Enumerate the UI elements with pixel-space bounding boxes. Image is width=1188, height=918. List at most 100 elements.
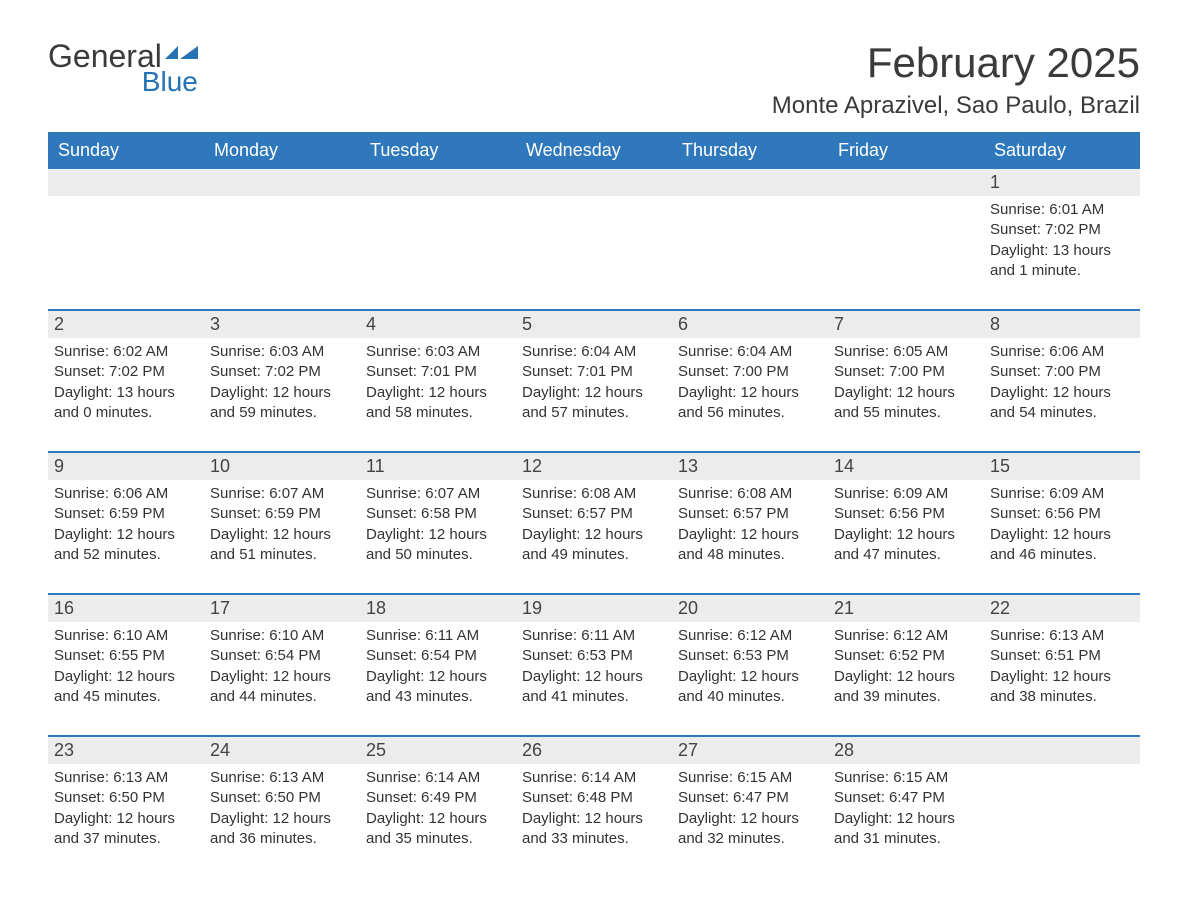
day-number: 23 bbox=[48, 737, 204, 764]
day-content: Sunrise: 6:03 AM Sunset: 7:01 PM Dayligh… bbox=[360, 338, 516, 437]
day-content-row: Sunrise: 6:06 AM Sunset: 6:59 PM Dayligh… bbox=[48, 480, 1140, 579]
day-content: Sunrise: 6:14 AM Sunset: 6:48 PM Dayligh… bbox=[516, 764, 672, 863]
week-row: 2345678Sunrise: 6:02 AM Sunset: 7:02 PM … bbox=[48, 309, 1140, 437]
day-number: 17 bbox=[204, 595, 360, 622]
day-number-row: 2345678 bbox=[48, 311, 1140, 338]
day-content: Sunrise: 6:10 AM Sunset: 6:54 PM Dayligh… bbox=[204, 622, 360, 721]
day-number bbox=[672, 169, 828, 196]
day-number bbox=[360, 169, 516, 196]
day-content: Sunrise: 6:12 AM Sunset: 6:52 PM Dayligh… bbox=[828, 622, 984, 721]
day-number: 11 bbox=[360, 453, 516, 480]
day-number: 3 bbox=[204, 311, 360, 338]
day-content bbox=[516, 196, 672, 295]
day-number bbox=[516, 169, 672, 196]
day-number: 5 bbox=[516, 311, 672, 338]
logo-text-blue: Blue bbox=[48, 68, 200, 96]
day-content: Sunrise: 6:07 AM Sunset: 6:58 PM Dayligh… bbox=[360, 480, 516, 579]
day-number: 9 bbox=[48, 453, 204, 480]
day-content: Sunrise: 6:08 AM Sunset: 6:57 PM Dayligh… bbox=[672, 480, 828, 579]
day-number: 22 bbox=[984, 595, 1140, 622]
day-number: 10 bbox=[204, 453, 360, 480]
day-content: Sunrise: 6:09 AM Sunset: 6:56 PM Dayligh… bbox=[984, 480, 1140, 579]
day-content: Sunrise: 6:13 AM Sunset: 6:51 PM Dayligh… bbox=[984, 622, 1140, 721]
day-number: 12 bbox=[516, 453, 672, 480]
day-content bbox=[360, 196, 516, 295]
day-number bbox=[984, 737, 1140, 764]
dow-sunday: Sunday bbox=[48, 132, 204, 169]
day-number: 20 bbox=[672, 595, 828, 622]
day-content: Sunrise: 6:04 AM Sunset: 7:00 PM Dayligh… bbox=[672, 338, 828, 437]
day-content: Sunrise: 6:05 AM Sunset: 7:00 PM Dayligh… bbox=[828, 338, 984, 437]
week-row: 16171819202122Sunrise: 6:10 AM Sunset: 6… bbox=[48, 593, 1140, 721]
day-content: Sunrise: 6:04 AM Sunset: 7:01 PM Dayligh… bbox=[516, 338, 672, 437]
day-content-row: Sunrise: 6:02 AM Sunset: 7:02 PM Dayligh… bbox=[48, 338, 1140, 437]
day-content: Sunrise: 6:08 AM Sunset: 6:57 PM Dayligh… bbox=[516, 480, 672, 579]
day-content: Sunrise: 6:03 AM Sunset: 7:02 PM Dayligh… bbox=[204, 338, 360, 437]
day-number: 16 bbox=[48, 595, 204, 622]
day-number: 1 bbox=[984, 169, 1140, 196]
week-row: 9101112131415Sunrise: 6:06 AM Sunset: 6:… bbox=[48, 451, 1140, 579]
dow-wednesday: Wednesday bbox=[516, 132, 672, 169]
logo: General Blue bbox=[48, 40, 200, 96]
day-number: 6 bbox=[672, 311, 828, 338]
dow-saturday: Saturday bbox=[984, 132, 1140, 169]
day-content bbox=[828, 196, 984, 295]
day-content: Sunrise: 6:12 AM Sunset: 6:53 PM Dayligh… bbox=[672, 622, 828, 721]
day-content: Sunrise: 6:11 AM Sunset: 6:54 PM Dayligh… bbox=[360, 622, 516, 721]
day-content: Sunrise: 6:09 AM Sunset: 6:56 PM Dayligh… bbox=[828, 480, 984, 579]
day-content bbox=[204, 196, 360, 295]
day-content: Sunrise: 6:06 AM Sunset: 7:00 PM Dayligh… bbox=[984, 338, 1140, 437]
day-number bbox=[48, 169, 204, 196]
day-number: 27 bbox=[672, 737, 828, 764]
week-row: 232425262728Sunrise: 6:13 AM Sunset: 6:5… bbox=[48, 735, 1140, 863]
day-content: Sunrise: 6:11 AM Sunset: 6:53 PM Dayligh… bbox=[516, 622, 672, 721]
day-number: 25 bbox=[360, 737, 516, 764]
week-row: 1Sunrise: 6:01 AM Sunset: 7:02 PM Daylig… bbox=[48, 169, 1140, 295]
day-number: 28 bbox=[828, 737, 984, 764]
weeks-container: 1Sunrise: 6:01 AM Sunset: 7:02 PM Daylig… bbox=[48, 169, 1140, 863]
day-content: Sunrise: 6:01 AM Sunset: 7:02 PM Dayligh… bbox=[984, 196, 1140, 295]
day-number: 21 bbox=[828, 595, 984, 622]
day-content: Sunrise: 6:02 AM Sunset: 7:02 PM Dayligh… bbox=[48, 338, 204, 437]
day-content: Sunrise: 6:14 AM Sunset: 6:49 PM Dayligh… bbox=[360, 764, 516, 863]
day-number: 13 bbox=[672, 453, 828, 480]
day-content: Sunrise: 6:07 AM Sunset: 6:59 PM Dayligh… bbox=[204, 480, 360, 579]
day-number: 4 bbox=[360, 311, 516, 338]
title-block: February 2025 Monte Aprazivel, Sao Paulo… bbox=[772, 40, 1140, 120]
day-number: 14 bbox=[828, 453, 984, 480]
dow-monday: Monday bbox=[204, 132, 360, 169]
dow-friday: Friday bbox=[828, 132, 984, 169]
day-content bbox=[48, 196, 204, 295]
day-number bbox=[828, 169, 984, 196]
location: Monte Aprazivel, Sao Paulo, Brazil bbox=[772, 92, 1140, 120]
day-content: Sunrise: 6:13 AM Sunset: 6:50 PM Dayligh… bbox=[204, 764, 360, 863]
header: General Blue February 2025 Monte Apraziv… bbox=[48, 40, 1140, 120]
day-content-row: Sunrise: 6:01 AM Sunset: 7:02 PM Dayligh… bbox=[48, 196, 1140, 295]
day-content: Sunrise: 6:15 AM Sunset: 6:47 PM Dayligh… bbox=[828, 764, 984, 863]
day-number-row: 9101112131415 bbox=[48, 453, 1140, 480]
day-content-row: Sunrise: 6:13 AM Sunset: 6:50 PM Dayligh… bbox=[48, 764, 1140, 863]
day-number: 24 bbox=[204, 737, 360, 764]
day-content: Sunrise: 6:15 AM Sunset: 6:47 PM Dayligh… bbox=[672, 764, 828, 863]
day-number: 26 bbox=[516, 737, 672, 764]
day-content bbox=[984, 764, 1140, 863]
day-number bbox=[204, 169, 360, 196]
day-number: 8 bbox=[984, 311, 1140, 338]
month-title: February 2025 bbox=[772, 40, 1140, 86]
day-number-row: 1 bbox=[48, 169, 1140, 196]
day-number-row: 16171819202122 bbox=[48, 595, 1140, 622]
day-number: 2 bbox=[48, 311, 204, 338]
day-content: Sunrise: 6:10 AM Sunset: 6:55 PM Dayligh… bbox=[48, 622, 204, 721]
dow-thursday: Thursday bbox=[672, 132, 828, 169]
day-content bbox=[672, 196, 828, 295]
day-number: 7 bbox=[828, 311, 984, 338]
day-content: Sunrise: 6:13 AM Sunset: 6:50 PM Dayligh… bbox=[48, 764, 204, 863]
day-number-row: 232425262728 bbox=[48, 737, 1140, 764]
day-content-row: Sunrise: 6:10 AM Sunset: 6:55 PM Dayligh… bbox=[48, 622, 1140, 721]
day-number: 18 bbox=[360, 595, 516, 622]
day-number: 15 bbox=[984, 453, 1140, 480]
day-of-week-header: Sunday Monday Tuesday Wednesday Thursday… bbox=[48, 132, 1140, 169]
calendar: Sunday Monday Tuesday Wednesday Thursday… bbox=[48, 132, 1140, 863]
dow-tuesday: Tuesday bbox=[360, 132, 516, 169]
day-content: Sunrise: 6:06 AM Sunset: 6:59 PM Dayligh… bbox=[48, 480, 204, 579]
